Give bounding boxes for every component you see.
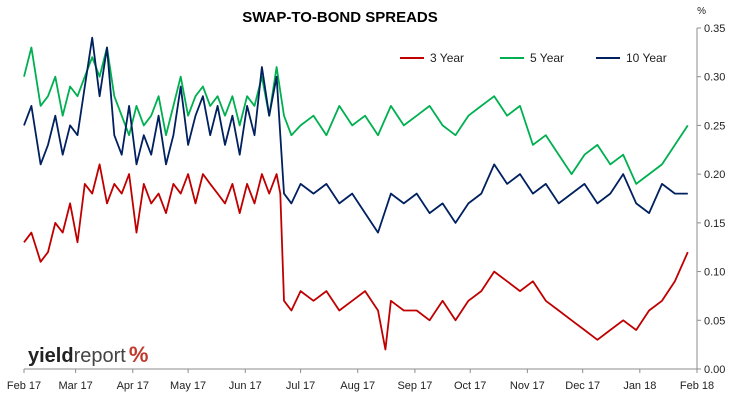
x-tick-label: Jan 18 [623,380,656,392]
x-tick-label: Feb 17 [7,380,41,392]
y-axis-unit-label: % [697,6,706,17]
x-tick-label: Aug 17 [340,380,375,392]
legend-label-10-year: 10 Year [626,51,667,65]
x-tick-label: Feb 18 [680,380,714,392]
y-tick-label: 0.00 [704,364,725,376]
x-tick-label: Jul 17 [286,380,315,392]
axes: 0.00 0.05 0.10 0.15 0.20 0.25 0.30 0.35 Feb 17 Ma… [7,23,726,392]
legend-label-3-year: 3 Year [430,51,464,65]
y-tick-label: 0.30 [704,72,725,84]
chart-title: SWAP-TO-BOND SPREADS [242,9,438,26]
logo-text-report: report [74,345,127,367]
y-tick-label: 0.25 [704,120,725,132]
legend-label-5-year: 5 Year [530,51,564,65]
y-tick-label: 0.15 [704,218,725,230]
y-tick-label: 0.20 [704,169,725,181]
x-tick-label: Nov 17 [510,380,545,392]
legend: 3 Year 5 Year 10 Year [400,51,667,65]
y-tick-label: 0.35 [704,23,725,35]
y-tick-label: 0.05 [704,315,725,327]
series-line-10-year [23,36,688,234]
series-line-3-year [23,163,689,351]
x-tick-label: Apr 17 [117,380,149,392]
x-tick-label: Mar 17 [59,380,93,392]
x-tick-label: Oct 17 [454,380,486,392]
yieldreport-logo: yieldreport% [28,342,148,367]
x-tick-label: Dec 17 [565,380,600,392]
x-tick-label: Jun 17 [229,380,262,392]
y-tick-label: 0.10 [704,267,725,279]
series-layer [23,36,689,351]
logo-text-yield: yield [28,345,74,367]
logo-percent-icon: % [129,342,149,367]
svg-text:yieldreport%: yieldreport% [28,342,148,367]
x-tick-label: May 17 [170,380,206,392]
x-tick-label: Sep 17 [397,380,432,392]
